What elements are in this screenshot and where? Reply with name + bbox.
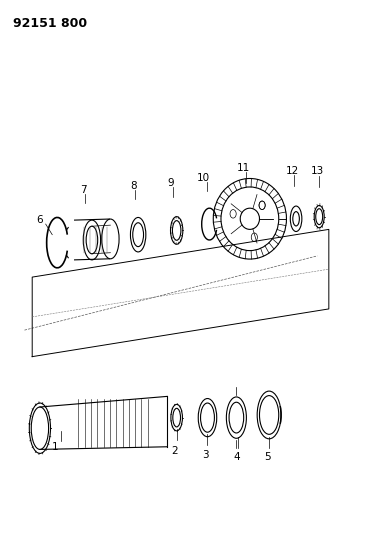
Text: 10: 10 <box>197 173 210 183</box>
Text: 8: 8 <box>130 181 137 191</box>
Text: 92151 800: 92151 800 <box>13 17 87 30</box>
Text: 9: 9 <box>168 178 174 188</box>
Text: 2: 2 <box>171 446 178 456</box>
Text: 7: 7 <box>80 184 87 195</box>
Text: 5: 5 <box>264 453 270 463</box>
Text: 4: 4 <box>233 453 240 463</box>
Text: 3: 3 <box>202 450 209 460</box>
Text: 11: 11 <box>237 164 250 173</box>
Text: 12: 12 <box>286 166 299 176</box>
Text: 13: 13 <box>311 166 324 176</box>
Text: 6: 6 <box>36 215 43 225</box>
Text: 1: 1 <box>52 442 59 452</box>
